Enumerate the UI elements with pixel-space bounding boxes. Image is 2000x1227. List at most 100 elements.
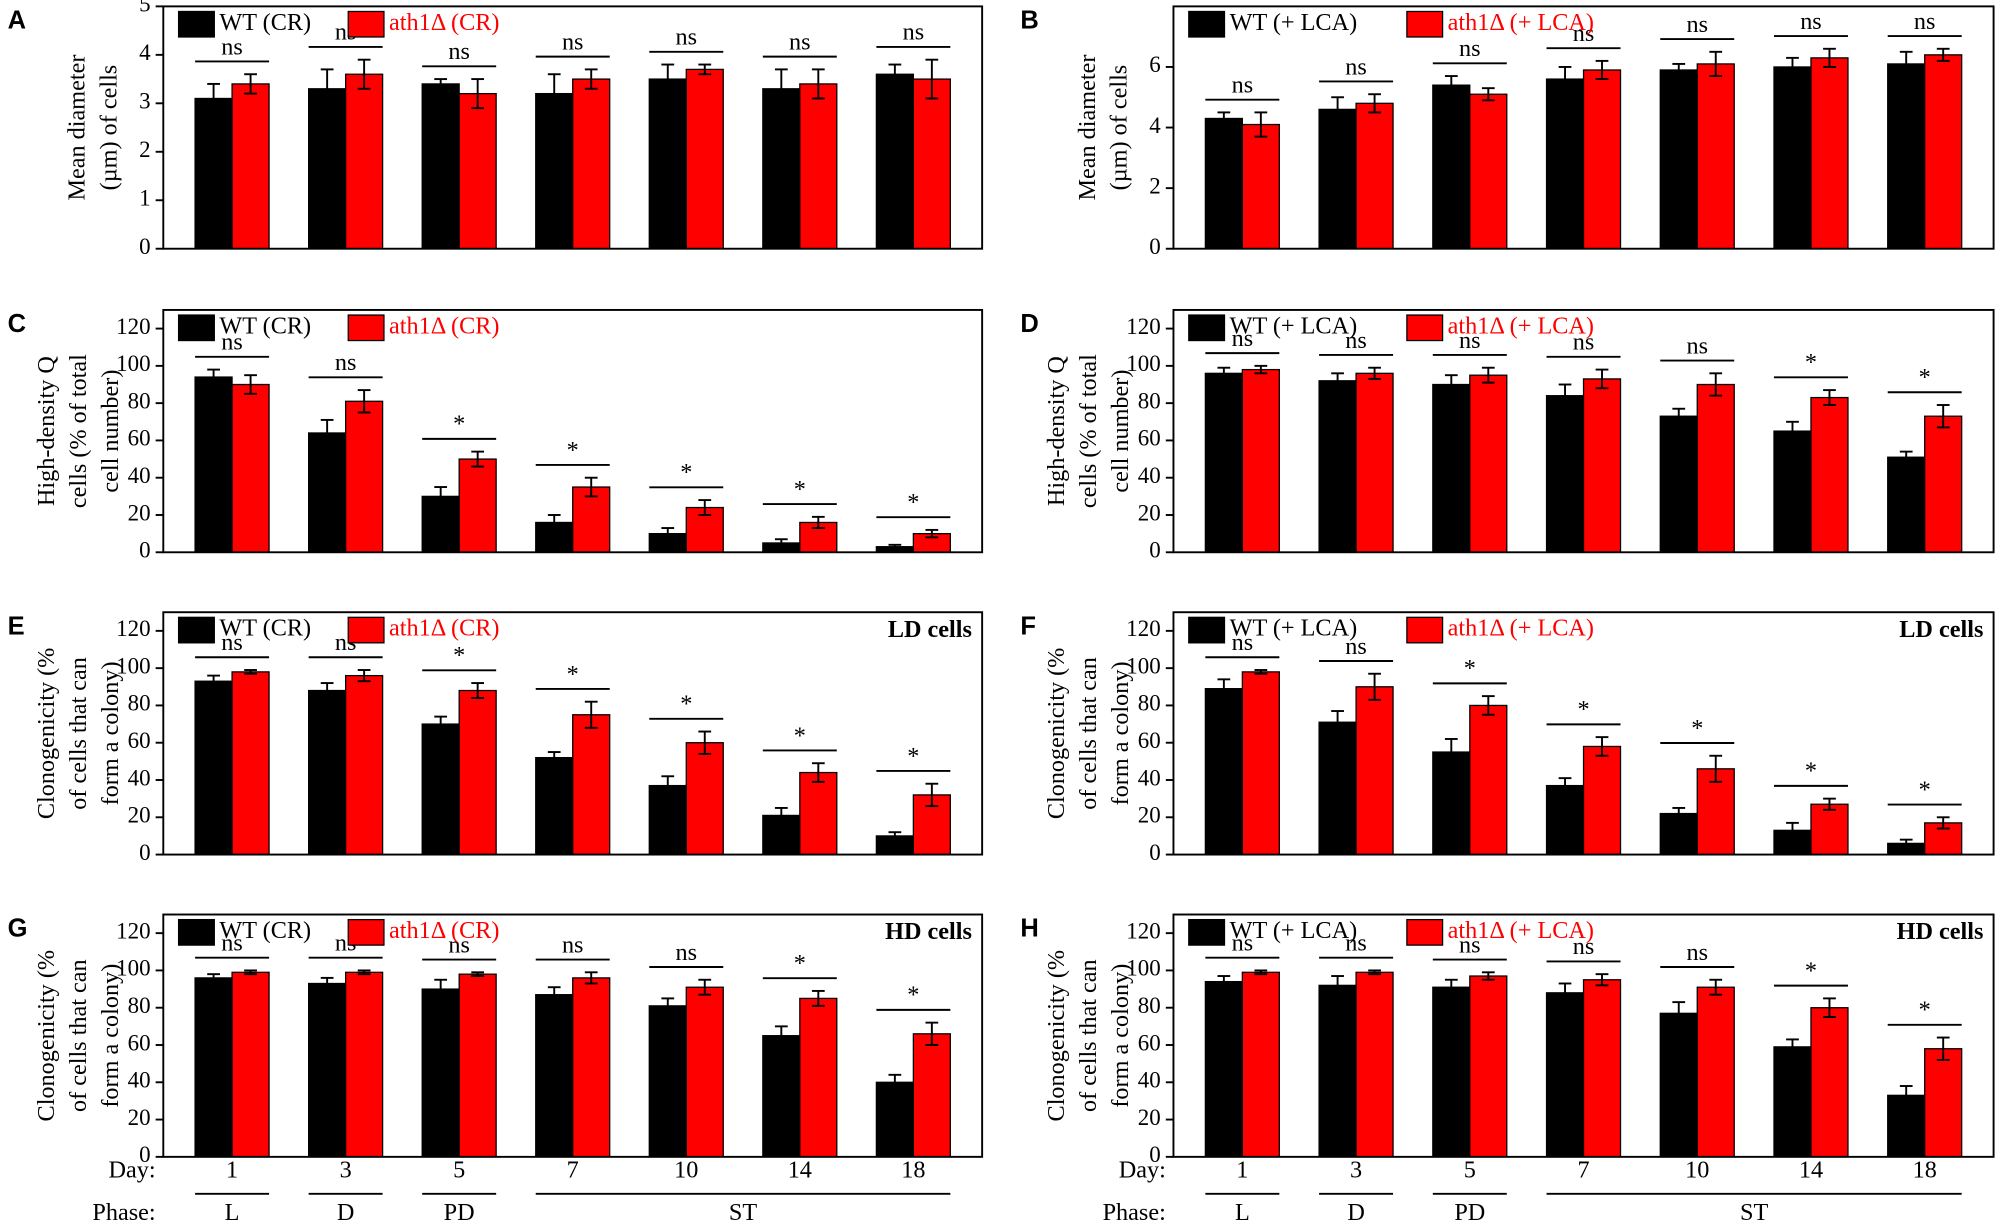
bar <box>875 73 914 250</box>
y-axis-label: form a colony) <box>97 661 124 805</box>
bar <box>1469 93 1508 250</box>
legend-swatch <box>177 10 215 38</box>
bar <box>912 78 951 250</box>
bar <box>458 92 497 250</box>
error-bar <box>1254 364 1268 375</box>
bar <box>231 83 270 250</box>
y-axis-label: of cells that can <box>1075 959 1102 1112</box>
error-bar <box>434 486 448 507</box>
bar <box>1773 430 1812 553</box>
significance-label: * <box>794 476 806 503</box>
error-bar <box>1444 738 1458 767</box>
error-bar <box>1899 450 1913 464</box>
error-bar <box>320 418 334 447</box>
error-bar <box>811 989 825 1007</box>
significance-label: * <box>1577 696 1589 723</box>
phase-label: ST <box>1740 1199 1768 1226</box>
y-tick-label: 60 <box>1138 1030 1161 1055</box>
y-tick-label: 80 <box>128 388 151 413</box>
error-bar <box>1254 669 1268 675</box>
y-tick-label: 60 <box>1138 426 1161 451</box>
bar <box>1204 688 1243 856</box>
y-axis-label: Clonogenicity (% <box>1043 950 1070 1122</box>
error-bar <box>811 68 825 100</box>
error-bar <box>1936 816 1950 830</box>
significance-label: ns <box>1459 327 1481 354</box>
error-bar <box>1481 971 1495 981</box>
bar <box>1545 395 1585 553</box>
error-bar <box>1254 111 1268 138</box>
legend-swatch <box>1188 10 1226 38</box>
significance-label: ns <box>675 24 697 51</box>
y-tick-label: 0 <box>1149 538 1160 563</box>
y-tick-label: 80 <box>1138 691 1161 716</box>
x-tick-label: 10 <box>674 1157 698 1184</box>
bar <box>1696 383 1735 553</box>
legend-label: ath1Δ (+ LCA) <box>1448 917 1594 944</box>
error-bar <box>584 700 598 729</box>
y-tick-label: 60 <box>128 728 151 753</box>
error-bar <box>1709 372 1723 397</box>
y-tick-label: 80 <box>128 993 151 1018</box>
panel-letter: E <box>8 612 25 640</box>
bar <box>1432 84 1471 250</box>
significance-label: * <box>680 459 692 486</box>
bar <box>421 723 460 856</box>
y-axis-label: Mean diameter <box>64 55 91 201</box>
y-axis-label: cell number) <box>97 370 124 493</box>
y-axis-label: Clonogenicity (% <box>33 950 60 1122</box>
y-tick-label: 100 <box>1126 351 1160 376</box>
bar <box>1659 415 1698 553</box>
y-axis-label: form a colony) <box>97 964 124 1108</box>
phase-label: ST <box>729 1199 757 1226</box>
bar <box>799 83 838 250</box>
bar <box>572 977 611 1158</box>
x-tick-label: 7 <box>567 1157 579 1184</box>
y-tick-label: 100 <box>1126 956 1160 981</box>
bar <box>912 1033 951 1158</box>
y-tick-label: 100 <box>1126 653 1160 678</box>
error-bar <box>1368 366 1381 380</box>
legend-label: WT (+ LCA) <box>1230 615 1358 642</box>
bar <box>1204 117 1243 250</box>
legend-label: ath1Δ (CR) <box>389 917 499 944</box>
significance-label: ns <box>448 38 470 65</box>
bar <box>1204 980 1243 1158</box>
significance-label: * <box>907 743 919 770</box>
bar <box>421 988 460 1158</box>
legend-label: ath1Δ (CR) <box>389 9 499 36</box>
bar <box>648 78 687 250</box>
bar <box>344 400 384 553</box>
significance-label: ns <box>1345 929 1367 956</box>
error-bar <box>1558 777 1572 795</box>
bar <box>344 73 384 250</box>
error-bar <box>584 971 598 985</box>
bar <box>535 994 574 1158</box>
legend-swatch <box>347 314 385 342</box>
y-axis-label: cell number) <box>1107 370 1134 493</box>
significance-label: * <box>794 722 806 749</box>
legend-label: WT (CR) <box>219 917 311 944</box>
y-tick-label: 20 <box>1138 500 1161 525</box>
legend-swatch <box>347 616 385 644</box>
error-bar <box>244 73 257 95</box>
significance-label: ns <box>1800 8 1822 35</box>
error-bar <box>774 538 788 548</box>
y-axis-label: (µm) of cells <box>96 65 123 191</box>
bar <box>421 83 460 250</box>
error-bar <box>1936 47 1950 62</box>
significance-label: ns <box>903 19 925 46</box>
y-tick-label: 120 <box>1126 918 1160 943</box>
x-tick-label: 5 <box>1464 1157 1476 1184</box>
bar <box>194 97 233 250</box>
legend-swatch <box>1188 616 1226 644</box>
y-axis-label: (µm) of cells <box>1106 65 1133 191</box>
bar <box>231 671 270 856</box>
y-tick-label: 80 <box>1138 388 1161 413</box>
error-bar <box>1936 404 1950 429</box>
legend-swatch <box>1406 10 1444 38</box>
significance-label: ns <box>1232 629 1254 656</box>
bar <box>1204 372 1243 553</box>
phase-label: PD <box>1454 1199 1485 1226</box>
bar <box>1887 63 1926 250</box>
